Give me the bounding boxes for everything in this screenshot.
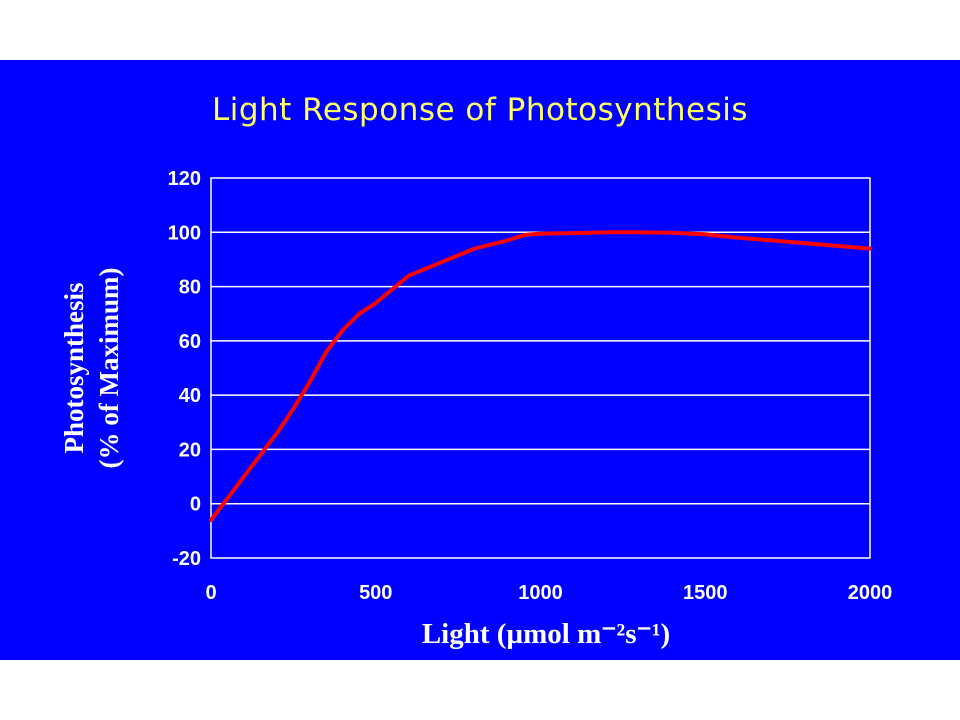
series-line-0	[209, 230, 872, 522]
y-tick-label: 60	[179, 331, 201, 353]
series	[209, 230, 872, 522]
x-tick-label: 500	[359, 582, 392, 604]
y-tick-label: 100	[168, 222, 201, 244]
y-tick-label: 0	[190, 494, 201, 516]
slide-title: Light Response of Photosynthesis	[211, 92, 749, 128]
x-tick-label: 0	[205, 582, 216, 604]
y-axis-title-line1: Photosynthesis	[59, 282, 89, 453]
x-axis-title: Light (µmol m⁻²s⁻¹)	[422, 618, 670, 650]
grid-lines	[211, 231, 870, 505]
y-tick-label: 120	[168, 168, 201, 190]
y-tick-label: -20	[172, 548, 201, 570]
x-tick-label: 1500	[683, 582, 728, 604]
x-tick-label: 1000	[518, 582, 563, 604]
y-tick-label: 80	[179, 277, 201, 299]
y-tick-label: 20	[179, 439, 201, 461]
plot-area-border	[210, 177, 871, 559]
x-tick-label: 2000	[848, 582, 893, 604]
y-tick-label: 40	[179, 385, 201, 407]
slide-background	[0, 60, 960, 660]
y-axis-title-line2: (% of Maximum)	[94, 268, 124, 469]
